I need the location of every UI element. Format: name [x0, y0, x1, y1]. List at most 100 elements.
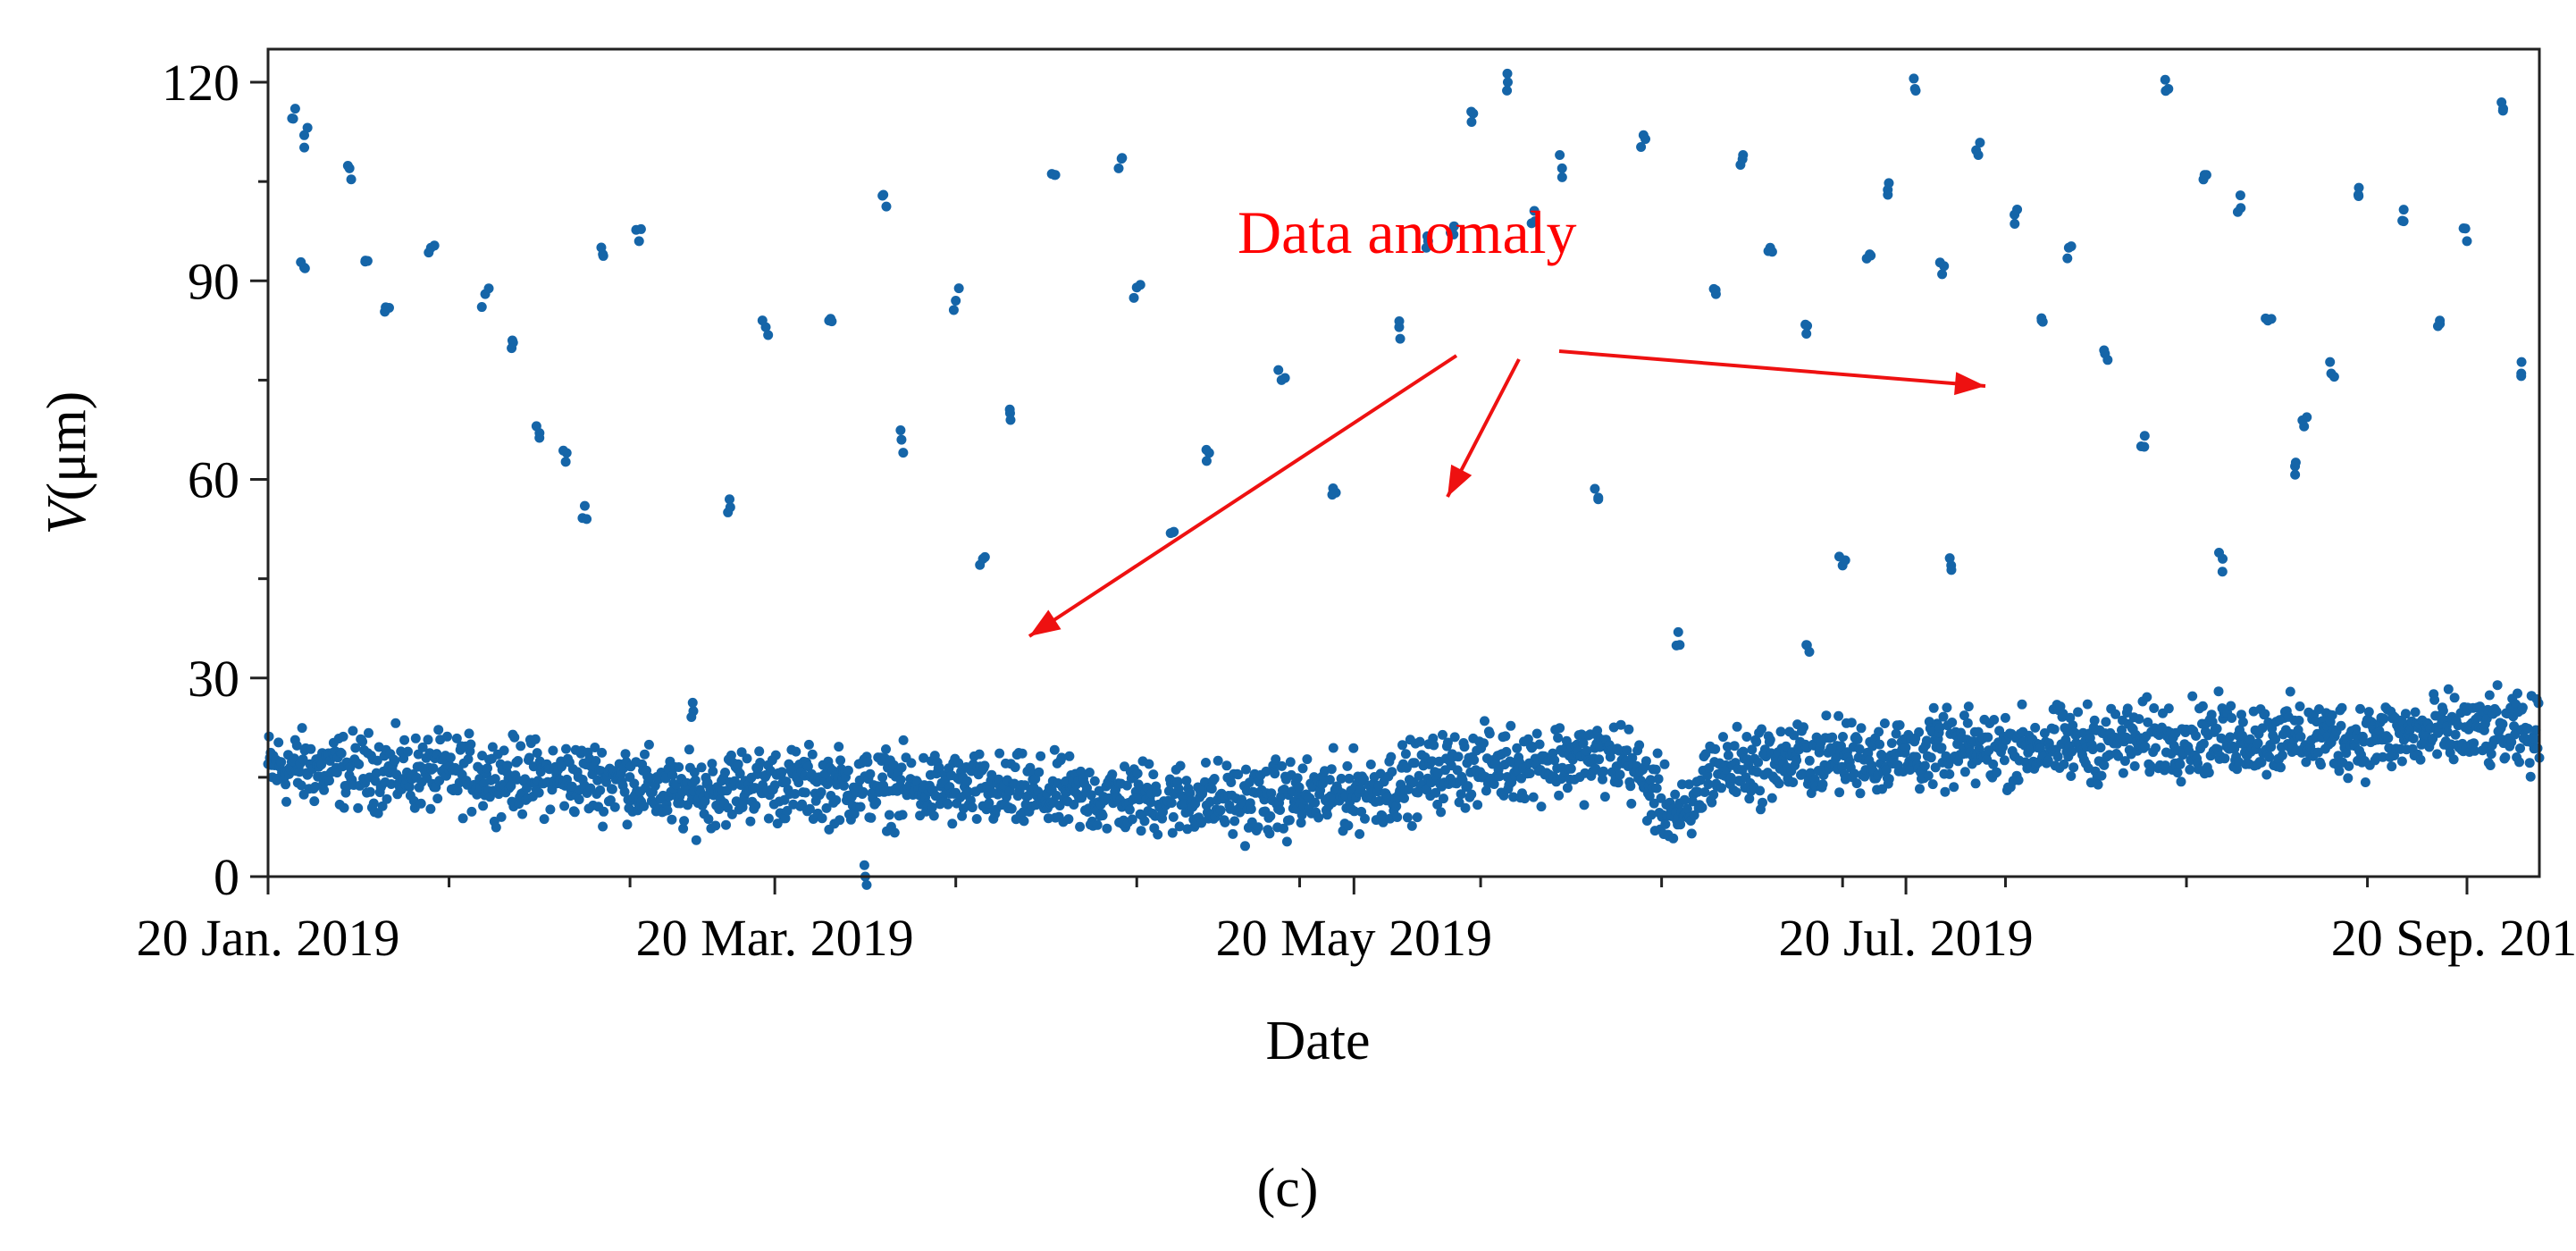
data-point: [2387, 761, 2397, 772]
anomaly-point: [881, 201, 892, 212]
data-point: [1741, 732, 1752, 742]
data-point: [1718, 732, 1728, 743]
data-point: [1466, 789, 1477, 800]
data-point: [466, 739, 476, 750]
data-point: [2101, 717, 2111, 727]
data-point: [1649, 798, 1659, 809]
data-point: [888, 760, 899, 770]
data-point: [2119, 756, 2130, 767]
data-point: [2129, 760, 2140, 771]
data-point: [306, 743, 316, 754]
data-point: [1506, 720, 1516, 731]
data-point: [2039, 728, 2050, 738]
data-point: [1246, 804, 1256, 814]
data-point: [2225, 732, 2236, 743]
data-point: [1999, 755, 2010, 766]
data-point: [1456, 789, 1466, 800]
anomaly-point: [2354, 182, 2364, 193]
anomaly-point: [725, 502, 735, 513]
data-point: [410, 733, 421, 743]
data-point: [1127, 814, 1137, 825]
data-point: [994, 748, 1005, 759]
data-point: [496, 811, 507, 822]
anomaly-point: [2354, 190, 2364, 201]
data-point: [1322, 810, 1332, 820]
anomaly-point: [634, 236, 644, 247]
data-point: [1484, 728, 1495, 739]
data-point: [1837, 761, 1847, 772]
anomaly-point: [2328, 372, 2339, 382]
data-point: [2134, 714, 2144, 725]
anomaly-point: [1934, 257, 1945, 268]
data-point: [897, 810, 908, 820]
anomaly-point: [2398, 205, 2409, 215]
data-point: [1494, 771, 1505, 782]
data-point: [1682, 803, 1692, 814]
anomaly-point: [1766, 247, 1777, 257]
data-point: [1579, 800, 1590, 810]
data-point: [499, 745, 509, 756]
anomaly-point: [1861, 253, 1872, 264]
data-point: [595, 785, 606, 795]
data-point: [1615, 719, 1626, 730]
data-point: [491, 822, 501, 833]
data-point: [1894, 720, 1905, 730]
data-point: [1710, 743, 1721, 754]
data-point: [1313, 812, 1324, 823]
data-point: [1261, 766, 1271, 777]
data-point: [1729, 741, 1740, 751]
data-point: [1310, 797, 1321, 808]
anomaly-point: [582, 514, 592, 525]
data-point: [622, 819, 633, 830]
x-tick-label: 20 Sep. 2019: [2331, 909, 2576, 967]
data-point: [1838, 732, 1848, 742]
data-point: [1102, 823, 1112, 834]
data-point: [2517, 702, 2528, 713]
data-point: [1836, 741, 1846, 751]
data-point: [1344, 773, 1355, 784]
anomaly-point: [859, 860, 869, 870]
data-point: [919, 752, 929, 763]
anomaly-point: [1710, 285, 1721, 296]
data-point: [1292, 773, 1303, 784]
data-point: [1677, 779, 1687, 790]
figure-caption: (c): [1257, 1158, 1319, 1219]
anomaly-point: [1802, 321, 1813, 332]
data-point: [2525, 771, 2536, 782]
data-point: [2260, 709, 2270, 719]
data-point: [769, 780, 780, 791]
data-point: [1086, 790, 1096, 801]
data-point: [478, 801, 489, 811]
y-axis: 0 30 60 90 120: [162, 54, 268, 906]
data-point: [2219, 753, 2230, 764]
data-point: [2065, 712, 2076, 723]
data-point: [490, 774, 500, 785]
anomaly-point: [483, 283, 494, 294]
data-point: [1228, 828, 1238, 839]
data-point: [1851, 778, 1862, 789]
data-point: [1765, 735, 1775, 745]
data-point: [731, 796, 742, 807]
annotation-arrow-line: [1028, 354, 1458, 638]
anomaly-point: [2462, 236, 2472, 247]
anomaly-point: [1395, 333, 1405, 344]
data-point: [1963, 701, 1974, 712]
data-point: [2237, 730, 2247, 741]
data-point: [1849, 768, 1859, 779]
anomaly-point: [2325, 357, 2336, 367]
anomaly-point: [725, 494, 735, 505]
data-point: [1010, 762, 1020, 773]
data-point: [2211, 724, 2222, 734]
data-point: [1578, 738, 1589, 749]
data-point: [1084, 768, 1095, 777]
data-point: [804, 803, 815, 814]
anomaly-point: [2012, 204, 2023, 214]
data-point: [1650, 764, 1661, 775]
data-point: [2073, 707, 2084, 718]
data-point: [1788, 777, 1799, 787]
data-point: [390, 718, 401, 728]
data-point: [2052, 751, 2063, 762]
data-point: [2334, 766, 2345, 777]
data-point: [1891, 728, 1901, 739]
data-point: [423, 735, 433, 745]
